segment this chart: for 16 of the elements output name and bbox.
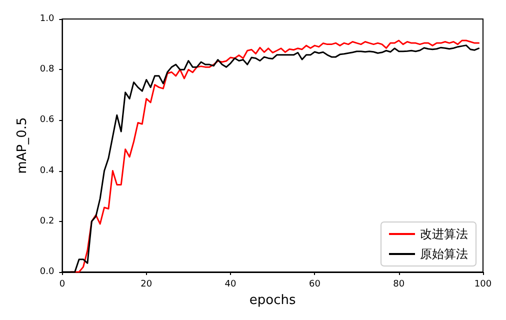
y-tick-label: 0.8	[40, 64, 54, 75]
x-axis-title: epochs	[249, 293, 296, 308]
x-tick-label: 40	[224, 280, 237, 290]
legend-label: 改进算法	[420, 227, 468, 241]
y-tick-label: 0.0	[40, 267, 54, 277]
x-tick-label: 20	[140, 280, 152, 290]
y-axis-title: mAP_0.5	[15, 117, 30, 174]
x-tick-label: 80	[393, 280, 405, 290]
legend-label: 原始算法	[420, 247, 468, 261]
y-tick-label: 1.0	[40, 14, 54, 24]
x-tick-label: 100	[474, 280, 492, 290]
y-tick-label: 0.4	[40, 166, 54, 176]
x-tick-label: 60	[308, 280, 321, 290]
x-tick-label: 0	[59, 280, 66, 290]
y-tick-label: 0.2	[40, 216, 54, 226]
y-tick-label: 0.6	[40, 115, 54, 126]
